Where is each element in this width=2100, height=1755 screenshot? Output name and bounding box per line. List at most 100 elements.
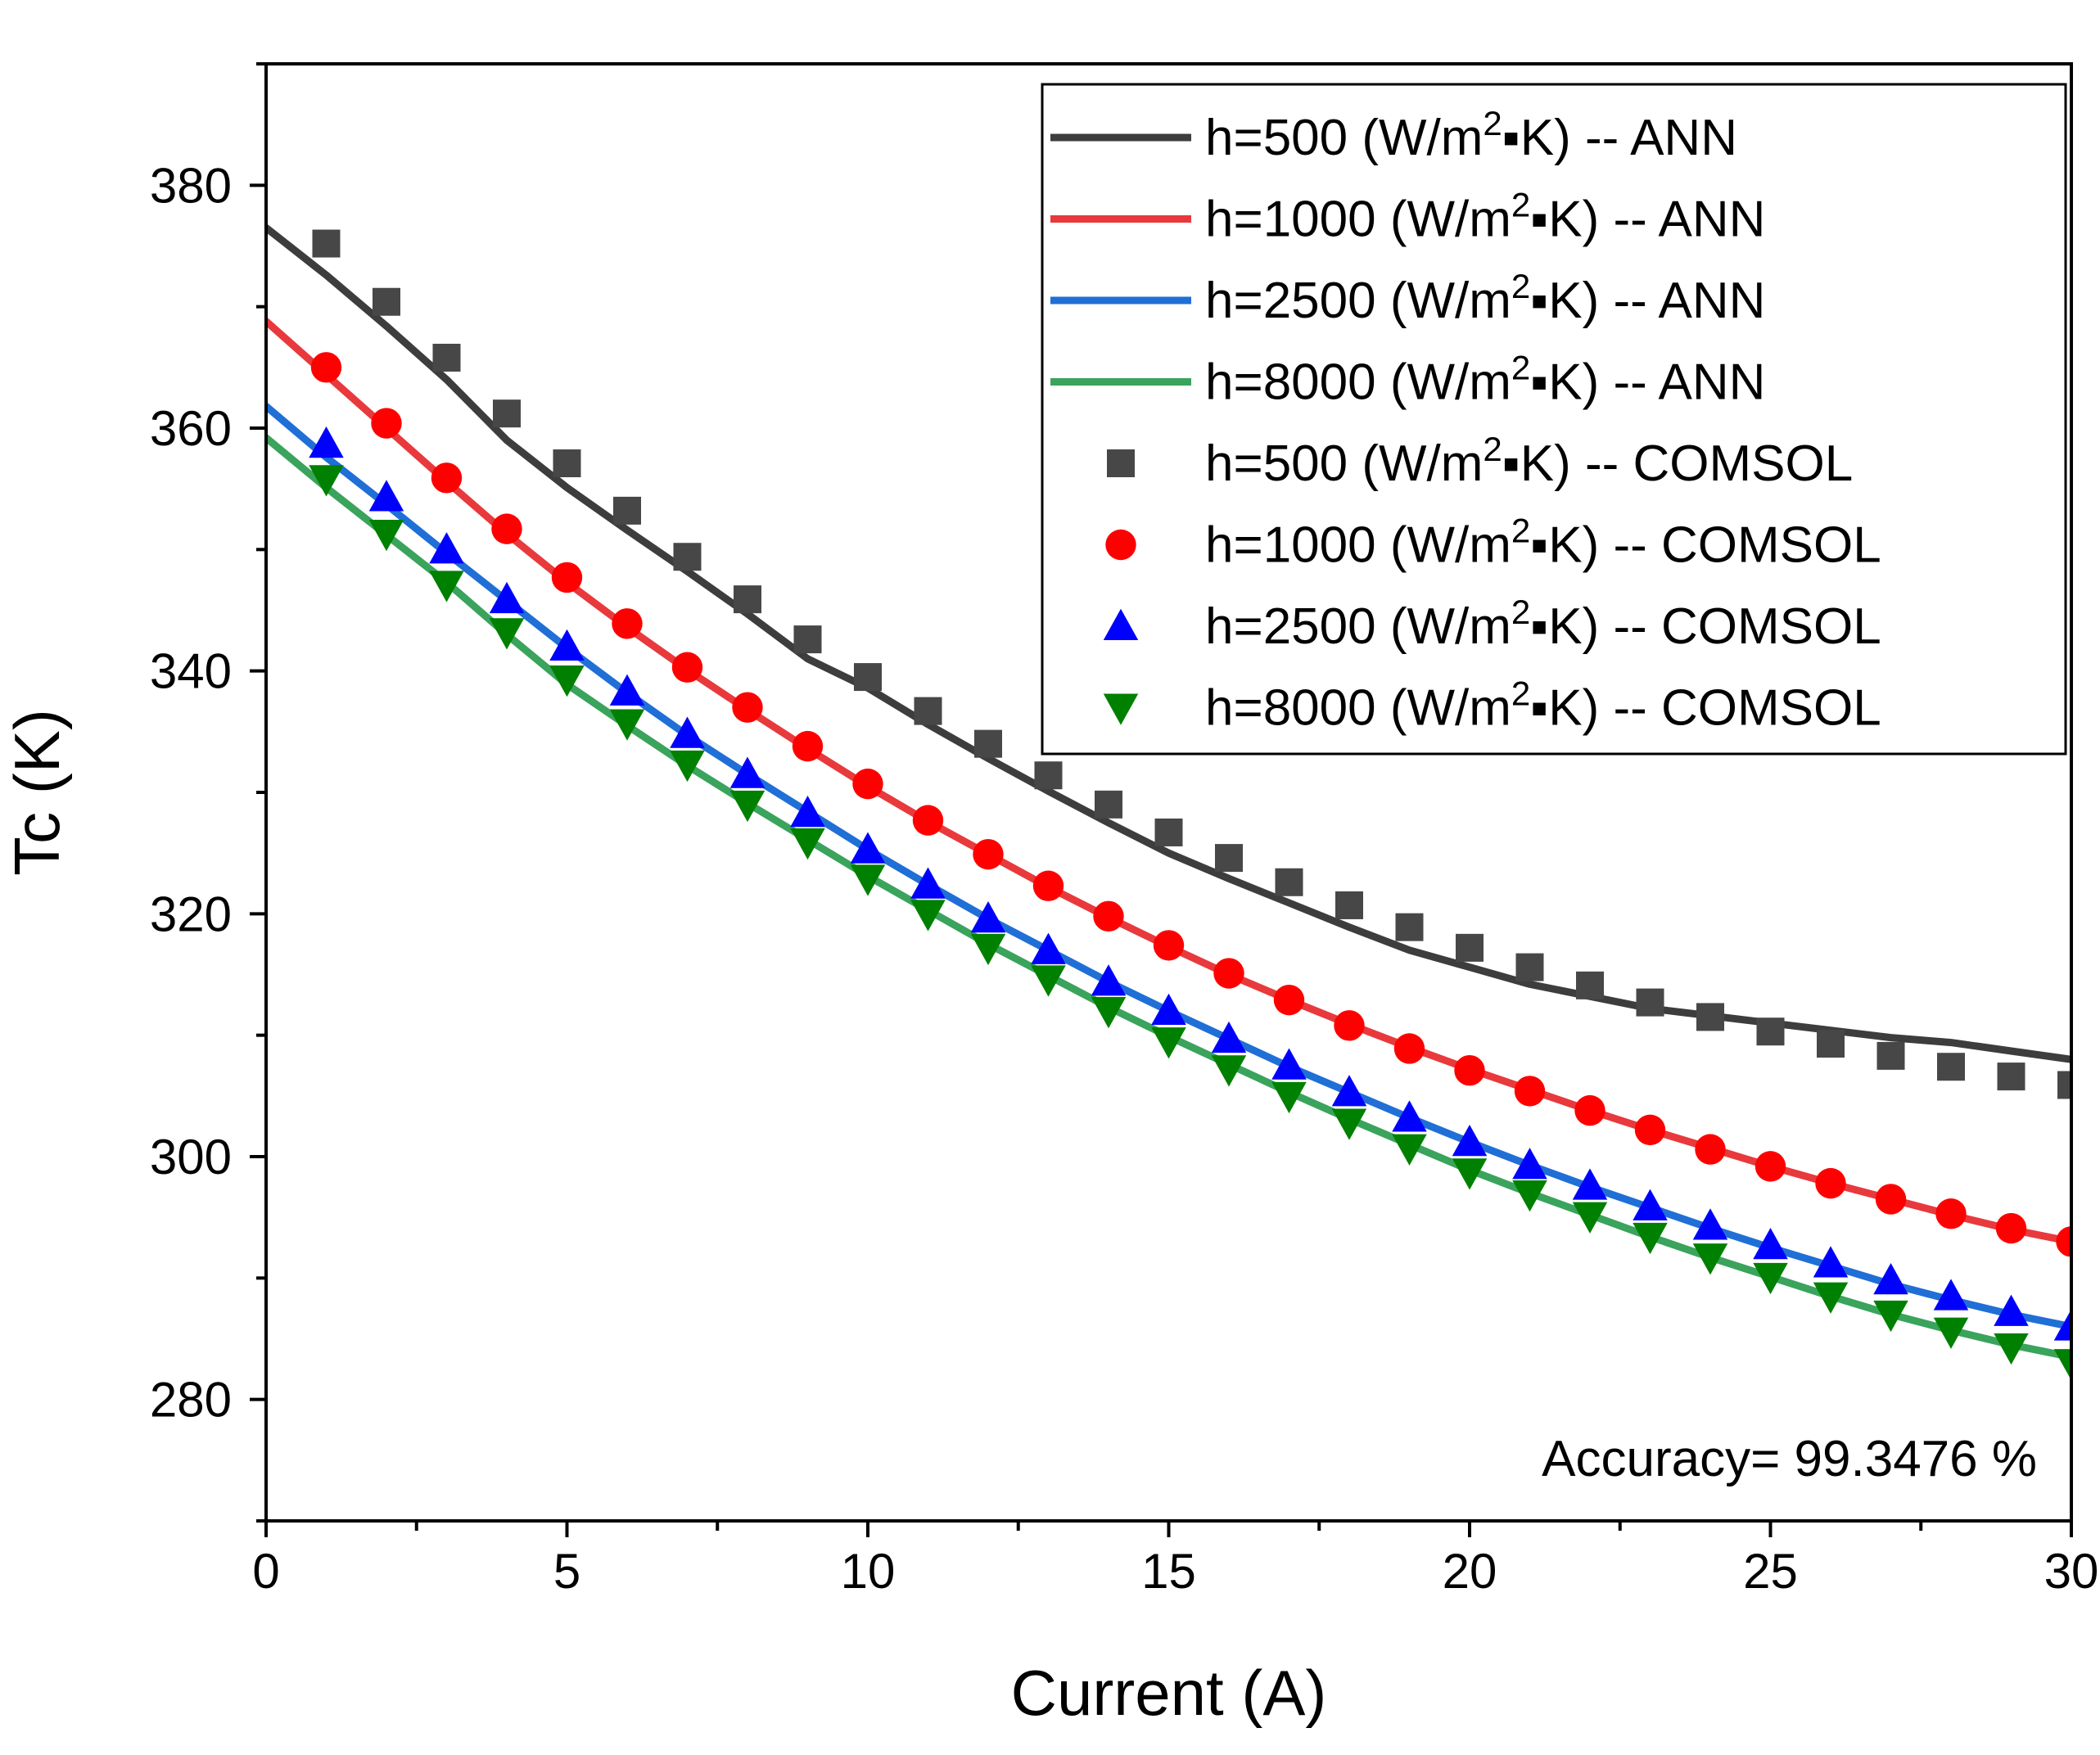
comsol-point-3-24 <box>1753 1262 1788 1295</box>
comsol-point-1-9 <box>852 768 883 800</box>
comsol-point-1-21 <box>1574 1094 1605 1126</box>
comsol-point-3-27 <box>1933 1317 1969 1349</box>
legend-label-main: h=2500 (W/m <box>1205 598 1511 655</box>
comsol-point-3-18 <box>1392 1134 1427 1166</box>
x-tick-label-2: 10 <box>841 1544 896 1599</box>
comsol-point-0-14 <box>1154 818 1183 846</box>
comsol-point-2-28 <box>1994 1294 2029 1326</box>
comsol-point-1-19 <box>1454 1054 1485 1086</box>
x-tick-label-3: 15 <box>1141 1544 1196 1599</box>
accuracy-annotation: Accuracy= 99.3476 % <box>1542 1431 2037 1487</box>
comsol-point-2-15 <box>1211 1021 1247 1053</box>
comsol-point-1-8 <box>792 730 824 762</box>
legend-label-main: h=1000 (W/m <box>1205 517 1511 574</box>
comsol-point-3-26 <box>1873 1300 1908 1333</box>
legend-label-comsol-2: h=2500 (W/m2▪K) -- COMSOL <box>1205 593 1881 655</box>
comsol-point-0-0 <box>312 229 341 258</box>
legend-label-comsol-0: h=500 (W/m2▪K) -- COMSOL <box>1205 430 1853 492</box>
comsol-point-2-2 <box>429 532 464 564</box>
comsol-point-1-17 <box>1334 1010 1365 1041</box>
legend-label-superscript: 2 <box>1511 186 1530 224</box>
comsol-point-2-1 <box>368 480 404 512</box>
comsol-point-0-18 <box>1395 913 1424 941</box>
comsol-point-1-25 <box>1815 1167 1846 1199</box>
comsol-point-0-6 <box>673 543 702 571</box>
comsol-point-0-15 <box>1215 844 1243 873</box>
legend-label-tail: ▪K) -- ANN <box>1530 354 1765 411</box>
comsol-point-3-11 <box>970 933 1006 966</box>
comsol-point-2-12 <box>1031 932 1066 964</box>
comsol-point-0-9 <box>854 663 882 692</box>
comsol-point-1-23 <box>1695 1134 1726 1165</box>
comsol-point-0-26 <box>1876 1041 1905 1070</box>
comsol-point-2-8 <box>790 795 825 828</box>
comsol-point-3-6 <box>670 750 705 783</box>
comsol-point-2-19 <box>1452 1124 1488 1157</box>
plot-area <box>266 223 2071 1381</box>
legend-label-superscript: 2 <box>1511 349 1530 387</box>
comsol-point-0-27 <box>1937 1053 1965 1081</box>
legend-label-main: h=1000 (W/m <box>1205 192 1511 248</box>
comsol-point-0-12 <box>1034 761 1063 790</box>
comsol-point-2-25 <box>1813 1246 1849 1278</box>
comsol-point-0-17 <box>1335 891 1363 919</box>
y-tick-label-1: 300 <box>150 1130 232 1184</box>
comsol-point-2-22 <box>1633 1189 1668 1220</box>
legend-label-main: h=8000 (W/m <box>1205 354 1511 411</box>
x-tick-label-0: 0 <box>252 1544 279 1599</box>
comsol-point-0-11 <box>974 729 1002 758</box>
comsol-point-0-22 <box>1636 988 1664 1017</box>
comsol-point-0-8 <box>793 625 822 654</box>
comsol-point-2-10 <box>910 867 946 899</box>
comsol-point-2-0 <box>309 426 344 458</box>
comsol-point-2-11 <box>970 901 1006 933</box>
x-tick-label-6: 30 <box>2044 1544 2099 1599</box>
comsol-point-3-7 <box>729 790 765 823</box>
comsol-point-1-2 <box>431 462 463 494</box>
legend-label-tail: ▪K) -- COMSOL <box>1502 435 1853 492</box>
comsol-point-2-26 <box>1873 1263 1908 1295</box>
comsol-point-0-21 <box>1576 971 1604 999</box>
legend-label-superscript: 2 <box>1511 674 1530 713</box>
comsol-point-1-22 <box>1634 1114 1666 1146</box>
comsol-point-1-27 <box>1935 1198 1967 1229</box>
comsol-point-2-6 <box>670 716 705 748</box>
comsol-point-0-2 <box>432 343 461 372</box>
legend-label-ann-2: h=2500 (W/m2▪K) -- ANN <box>1205 267 1765 329</box>
comsol-point-1-16 <box>1273 984 1305 1016</box>
comsol-point-1-13 <box>1093 900 1124 932</box>
comsol-point-2-16 <box>1271 1048 1307 1080</box>
comsol-point-2-7 <box>729 756 765 788</box>
comsol-point-1-28 <box>1995 1212 2027 1244</box>
comsol-point-3-13 <box>1091 997 1127 1029</box>
x-axis-label: Current (A) <box>1011 1657 1327 1729</box>
x-tick-label-5: 25 <box>1743 1544 1798 1599</box>
comsol-point-0-23 <box>1696 1003 1724 1031</box>
comsol-point-1-5 <box>612 608 643 639</box>
legend-label-ann-1: h=1000 (W/m2▪K) -- ANN <box>1205 186 1765 248</box>
comsol-point-1-11 <box>973 838 1004 870</box>
legend-marker-comsol-0 <box>1107 449 1135 477</box>
comsol-point-2-24 <box>1753 1228 1788 1260</box>
comsol-point-0-13 <box>1095 790 1122 819</box>
legend-box <box>1041 83 2067 756</box>
comsol-point-3-1 <box>368 520 404 552</box>
comsol-point-3-19 <box>1452 1158 1488 1190</box>
comsol-point-2-5 <box>609 674 645 706</box>
legend-label-comsol-1: h=1000 (W/m2▪K) -- COMSOL <box>1205 512 1881 574</box>
comsol-point-3-22 <box>1633 1222 1668 1255</box>
axes: 0 5 10 15 20 25 30 280 300 320 340 360 380 <box>150 62 2099 1599</box>
comsol-point-0-10 <box>914 697 942 725</box>
comsol-point-3-9 <box>850 864 886 896</box>
comsol-point-2-4 <box>549 629 585 661</box>
comsol-point-1-20 <box>1514 1076 1546 1107</box>
legend-marker-comsol-1 <box>1105 529 1136 561</box>
comsol-point-3-14 <box>1151 1027 1186 1059</box>
legend-label-tail: ▪K) -- COMSOL <box>1530 517 1881 574</box>
legend-label-superscript: 2 <box>1511 593 1530 631</box>
comsol-point-3-25 <box>1813 1282 1849 1314</box>
y-tick-label-5: 380 <box>150 158 232 213</box>
comsol-point-1-0 <box>310 352 342 383</box>
y-tick-label-3: 340 <box>150 644 232 699</box>
